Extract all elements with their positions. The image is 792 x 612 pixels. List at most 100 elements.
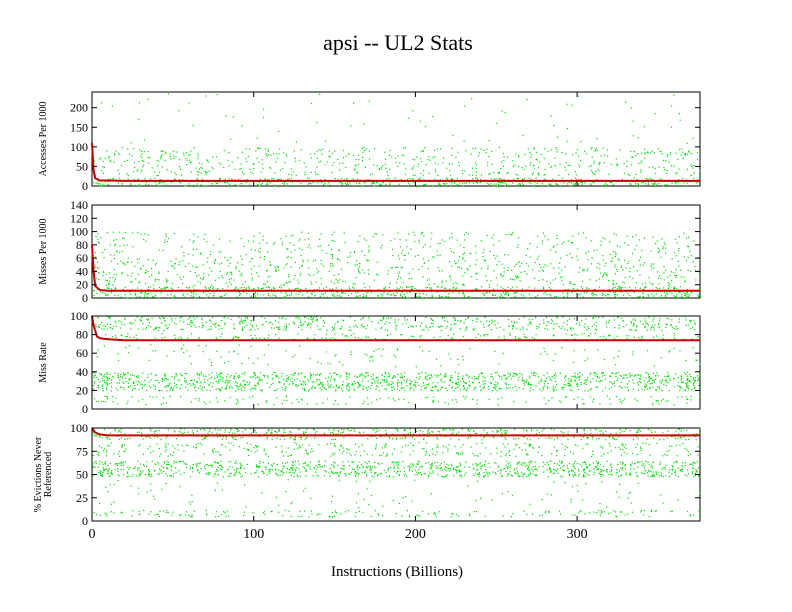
scatter-point <box>583 326 585 328</box>
scatter-point <box>487 165 489 167</box>
scatter-point <box>479 181 481 184</box>
scatter-point <box>134 184 136 186</box>
scatter-point <box>577 233 580 235</box>
scatter-point <box>98 272 100 274</box>
scatter-point <box>109 373 111 375</box>
scatter-point <box>354 168 356 170</box>
scatter-point <box>504 338 506 340</box>
scatter-point <box>228 278 230 281</box>
scatter-point <box>167 327 169 329</box>
scatter-point <box>476 259 478 261</box>
scatter-point <box>258 161 260 163</box>
scatter-point <box>613 284 615 286</box>
scatter-point <box>126 403 128 405</box>
scatter-point <box>437 382 439 384</box>
scatter-point <box>98 242 100 244</box>
scatter-point <box>112 395 114 398</box>
scatter-point <box>652 283 654 285</box>
scatter-point <box>142 384 144 386</box>
scatter-point <box>675 182 677 184</box>
scatter-point <box>587 326 589 328</box>
scatter-point <box>400 294 402 297</box>
scatter-point <box>379 382 381 384</box>
scatter-point <box>158 389 160 392</box>
scatter-point <box>634 374 637 376</box>
scatter-point <box>466 268 468 270</box>
scatter-point <box>644 325 646 328</box>
scatter-point <box>270 321 272 323</box>
scatter-point <box>553 245 555 247</box>
scatter-point <box>399 239 401 241</box>
scatter-point <box>213 244 215 246</box>
scatter-point <box>475 181 477 183</box>
scatter-point <box>506 172 508 175</box>
scatter-point <box>616 164 618 166</box>
scatter-point <box>476 279 478 281</box>
scatter-point <box>248 286 250 288</box>
scatter-point <box>159 389 161 391</box>
scatter-point <box>542 270 544 272</box>
scatter-point <box>215 326 217 328</box>
scatter-point <box>254 374 256 376</box>
scatter-point <box>206 297 208 299</box>
scatter-point <box>635 287 637 289</box>
scatter-point <box>350 125 352 127</box>
scatter-point <box>139 295 141 298</box>
scatter-point <box>247 240 249 242</box>
scatter-point <box>653 183 655 185</box>
scatter-point <box>228 185 230 187</box>
scatter-point <box>484 260 486 262</box>
scatter-point <box>111 336 113 338</box>
scatter-point <box>606 395 609 397</box>
scatter-point <box>203 238 205 240</box>
scatter-point <box>299 238 301 240</box>
scatter-point <box>124 317 126 319</box>
scatter-point <box>207 274 209 276</box>
scatter-point <box>106 382 108 384</box>
scatter-point <box>331 258 333 260</box>
scatter-point <box>266 181 268 183</box>
scatter-point <box>645 385 647 387</box>
scatter-point <box>611 260 613 262</box>
scatter-point <box>220 251 222 253</box>
scatter-point <box>623 242 626 244</box>
scatter-point <box>338 361 340 363</box>
scatter-point <box>689 379 691 382</box>
scatter-point <box>359 374 361 376</box>
scatter-point <box>465 182 467 184</box>
scatter-point <box>310 292 313 294</box>
scatter-point <box>484 260 486 262</box>
scatter-point <box>202 278 204 280</box>
scatter-point <box>476 378 478 380</box>
scatter-point <box>671 258 673 260</box>
scatter-point <box>542 185 544 187</box>
scatter-point <box>171 376 173 378</box>
scatter-point <box>504 185 506 187</box>
scatter-point <box>561 386 563 389</box>
scatter-point <box>165 378 167 380</box>
scatter-point <box>424 244 426 246</box>
scatter-point <box>507 286 509 289</box>
scatter-point <box>141 153 143 155</box>
scatter-point <box>231 273 233 275</box>
scatter-point <box>289 242 291 244</box>
scatter-point <box>97 181 99 183</box>
scatter-point <box>626 386 629 389</box>
scatter-point <box>688 151 690 153</box>
scatter-point <box>238 344 240 346</box>
scatter-point <box>410 248 412 250</box>
scatter-point <box>566 127 568 129</box>
scatter-point <box>175 375 177 377</box>
scatter-point <box>684 294 686 296</box>
scatter-point <box>463 284 465 286</box>
scatter-point <box>235 268 237 270</box>
scatter-point <box>516 322 518 324</box>
scatter-point <box>553 124 555 126</box>
scatter-point <box>535 316 537 318</box>
scatter-point <box>476 178 479 180</box>
scatter-point <box>632 379 634 381</box>
scatter-point <box>475 174 477 177</box>
scatter-point <box>312 385 314 387</box>
scatter-point <box>441 270 443 272</box>
scatter-point <box>213 261 215 263</box>
